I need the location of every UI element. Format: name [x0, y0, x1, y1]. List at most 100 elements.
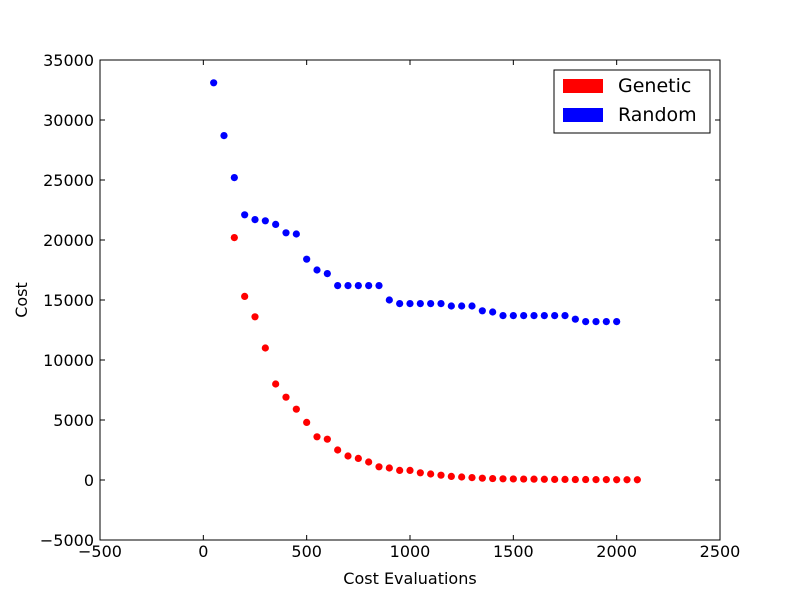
- data-point-genetic: [251, 313, 259, 321]
- series-random: [210, 79, 621, 326]
- y-axis-label: Cost: [12, 282, 31, 318]
- data-point-genetic: [261, 344, 269, 352]
- data-point-genetic: [230, 234, 238, 242]
- y-tick-label: 10000: [43, 351, 94, 370]
- y-tick-label: 35000: [43, 51, 94, 70]
- data-point-random: [210, 79, 218, 87]
- x-tick-label: 2000: [596, 542, 637, 561]
- legend-swatch-genetic: [563, 79, 603, 93]
- y-tick-label: 30000: [43, 111, 94, 130]
- x-tick-label: −500: [78, 542, 122, 561]
- x-tick-label: 500: [291, 542, 322, 561]
- data-point-random: [613, 318, 621, 326]
- data-point-random: [447, 302, 455, 310]
- y-tick-label: 25000: [43, 171, 94, 190]
- data-point-genetic: [406, 466, 414, 474]
- legend-swatch-random: [563, 108, 603, 122]
- data-point-random: [261, 217, 269, 225]
- data-point-random: [344, 282, 352, 290]
- data-point-genetic: [416, 469, 424, 477]
- data-point-genetic: [282, 393, 290, 401]
- data-point-genetic: [365, 458, 373, 466]
- data-point-genetic: [468, 474, 476, 482]
- data-point-random: [437, 300, 445, 308]
- x-tick-label: 1500: [493, 542, 534, 561]
- data-point-random: [396, 300, 404, 308]
- data-point-genetic: [437, 471, 445, 479]
- data-point-genetic: [241, 292, 249, 300]
- legend-label-genetic: Genetic: [618, 75, 691, 97]
- data-point-random: [220, 132, 228, 140]
- data-point-random: [282, 229, 290, 237]
- data-point-genetic: [458, 473, 466, 481]
- data-point-genetic: [427, 470, 435, 478]
- data-point-genetic: [323, 435, 331, 443]
- data-point-random: [230, 174, 238, 182]
- data-point-random: [303, 255, 311, 263]
- data-point-random: [385, 296, 393, 304]
- data-point-genetic: [551, 475, 559, 483]
- axis-ticks: −500 0 500 1000 1500 2000 2500−500005000100001…: [40, 51, 740, 561]
- data-point-random: [499, 312, 507, 320]
- data-point-random: [416, 300, 424, 308]
- data-point-genetic: [478, 474, 486, 482]
- y-tick-label: −5000: [40, 531, 94, 550]
- data-point-genetic: [602, 476, 610, 484]
- data-point-genetic: [375, 463, 383, 471]
- data-point-genetic: [509, 475, 517, 483]
- data-point-random: [478, 307, 486, 315]
- data-point-genetic: [447, 472, 455, 480]
- data-point-genetic: [344, 452, 352, 460]
- data-point-random: [592, 318, 600, 326]
- data-point-genetic: [354, 454, 362, 462]
- data-point-random: [323, 270, 331, 278]
- data-point-genetic: [313, 433, 321, 441]
- data-point-random: [458, 302, 466, 310]
- data-point-random: [272, 220, 280, 228]
- data-point-genetic: [385, 464, 393, 472]
- data-point-random: [509, 312, 517, 320]
- data-point-random: [468, 302, 476, 310]
- y-tick-label: 0: [84, 471, 94, 490]
- x-tick-label: 2500: [700, 542, 741, 561]
- y-tick-label: 5000: [53, 411, 94, 430]
- data-point-random: [375, 282, 383, 290]
- data-point-genetic: [272, 380, 280, 388]
- data-point-genetic: [292, 405, 300, 413]
- data-point-random: [365, 282, 373, 290]
- data-point-random: [489, 308, 497, 316]
- legend: Genetic Random: [553, 69, 711, 134]
- data-point-genetic: [303, 418, 311, 426]
- plot-area: [100, 60, 720, 540]
- data-point-random: [602, 318, 610, 326]
- data-point-random: [530, 312, 538, 320]
- data-point-genetic: [520, 475, 528, 483]
- legend-label-random: Random: [618, 104, 697, 126]
- data-point-random: [551, 312, 559, 320]
- y-tick-label: 15000: [43, 291, 94, 310]
- x-tick-label: 0: [198, 542, 208, 561]
- data-point-genetic: [592, 476, 600, 484]
- data-point-random: [540, 312, 548, 320]
- data-point-genetic: [561, 475, 569, 483]
- series-genetic: [230, 234, 641, 484]
- data-point-genetic: [540, 475, 548, 483]
- data-point-random: [427, 300, 435, 308]
- data-point-genetic: [499, 475, 507, 483]
- data-point-genetic: [633, 476, 641, 484]
- data-point-genetic: [623, 476, 631, 484]
- data-point-genetic: [396, 466, 404, 474]
- data-point-genetic: [582, 475, 590, 484]
- data-points: [210, 79, 641, 484]
- y-tick-label: 20000: [43, 231, 94, 250]
- x-tick-label: 1000: [390, 542, 431, 561]
- data-point-genetic: [571, 475, 579, 484]
- x-axis-label: Cost Evaluations: [343, 569, 476, 588]
- data-point-random: [582, 318, 590, 326]
- data-point-random: [571, 315, 579, 323]
- data-point-genetic: [530, 475, 538, 483]
- data-point-genetic: [613, 476, 621, 484]
- data-point-genetic: [334, 446, 342, 454]
- data-point-random: [251, 216, 259, 224]
